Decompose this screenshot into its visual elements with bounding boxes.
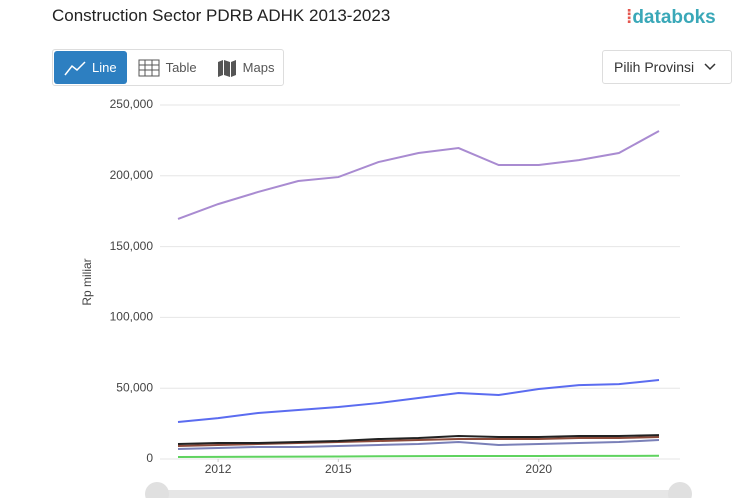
tab-table[interactable]: Table	[128, 50, 207, 85]
series-line	[177, 378, 660, 424]
tab-maps[interactable]: Maps	[207, 50, 285, 85]
y-tick-label: 100,000	[110, 310, 154, 324]
y-tick-label: 0	[146, 451, 153, 465]
icon	[138, 59, 160, 76]
series-line	[177, 454, 660, 459]
chevron	[704, 63, 716, 71]
tab-line[interactable]: Line	[54, 51, 127, 84]
y-tick-label: 150,000	[110, 239, 154, 253]
view-tabs: Line Table Maps	[52, 49, 284, 86]
series-line	[177, 130, 660, 220]
x-tick-label: 2012	[205, 462, 232, 476]
tab-label: Line	[92, 60, 117, 75]
scrollbar[interactable]	[150, 490, 680, 498]
series-line	[177, 434, 660, 445]
y-axis-label: Rp miliar	[80, 258, 94, 305]
chart-title: Construction Sector PDRB ADHK 2013-2023	[52, 6, 391, 25]
x-tick-label: 2020	[525, 462, 552, 476]
scroll-handle[interactable]	[145, 482, 169, 498]
series-line	[177, 439, 660, 450]
y-tick-label: 200,000	[110, 168, 154, 182]
logo-text: databoks	[632, 7, 716, 28]
scroll-handle[interactable]	[668, 482, 692, 498]
x-tick-label: 2015	[325, 462, 352, 476]
tab-label: Table	[165, 60, 197, 75]
province-dropdown[interactable]: Pilih Provinsi	[602, 50, 732, 84]
dropdown-label: Pilih Provinsi	[614, 59, 695, 75]
y-tick-label: 50,000	[116, 380, 153, 394]
icon	[217, 59, 236, 77]
tab-label: Maps	[242, 60, 275, 75]
icon	[64, 60, 86, 75]
y-tick-label: 250,000	[110, 97, 154, 111]
logo: ⁞databoks	[626, 7, 716, 28]
